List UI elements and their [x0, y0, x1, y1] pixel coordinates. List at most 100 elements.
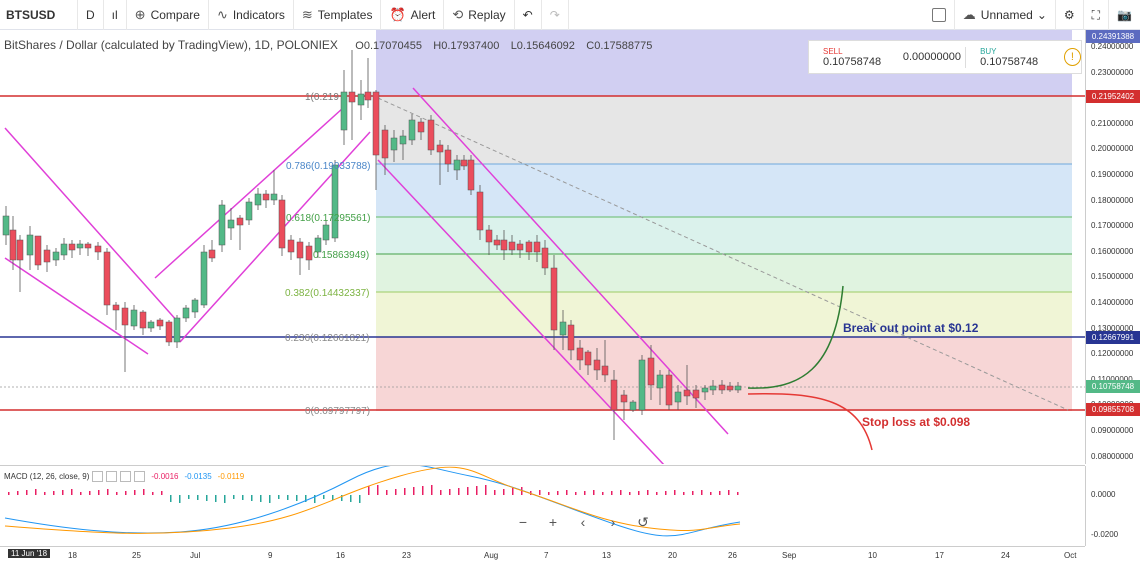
- stoploss-arrow-curve[interactable]: [747, 392, 873, 451]
- macd-axis-label: -0.0200: [1091, 530, 1119, 539]
- redo-button[interactable]: ↷: [542, 0, 569, 30]
- chart-type-button[interactable]: ıl: [104, 0, 127, 30]
- zoom-in-icon[interactable]: +: [548, 514, 558, 530]
- macd-pane[interactable]: [0, 463, 1085, 547]
- candle-body: [26, 234, 34, 256]
- alert-button[interactable]: ⏰ Alert: [381, 0, 445, 30]
- macd-histogram-bar: [431, 485, 433, 495]
- macd-histogram-bar: [332, 495, 334, 500]
- candle-body: [287, 239, 295, 253]
- macd-histogram-bar: [305, 495, 307, 502]
- candle-body: [305, 245, 313, 261]
- templates-button[interactable]: ≋ Templates: [294, 0, 382, 30]
- macd-histogram-bar: [125, 491, 127, 495]
- time-axis-label: 7: [544, 551, 549, 560]
- snapshot-button[interactable]: 📷: [1109, 0, 1140, 30]
- candle-body: [436, 144, 444, 153]
- macd-histogram-bar: [503, 489, 505, 495]
- symbol-search[interactable]: BTSUSD: [0, 0, 78, 30]
- indicator-wave-icon: ∿: [216, 6, 228, 22]
- macd-histogram-bar: [233, 495, 235, 499]
- buy-button[interactable]: BUY 0.10758748: [965, 46, 1056, 68]
- info-warning-icon[interactable]: !: [1063, 48, 1081, 66]
- price-axis-label: 0.14000000: [1091, 298, 1134, 307]
- macd-histogram-bar: [638, 491, 640, 495]
- price-axis-label: 0.17000000: [1091, 221, 1134, 231]
- scroll-right-icon[interactable]: ›: [610, 514, 616, 530]
- macd-close-icon[interactable]: [120, 471, 132, 482]
- macd-histogram-bar: [206, 495, 208, 501]
- candle-body: [254, 193, 262, 206]
- interval-button[interactable]: D: [78, 0, 104, 30]
- macd-more-icon[interactable]: [134, 471, 146, 482]
- fib-label-0382: 0.382(0.14432337): [285, 288, 370, 299]
- macd-histogram-bar: [188, 495, 190, 499]
- sell-button[interactable]: SELL 0.10758748: [809, 47, 899, 68]
- candle-body: [156, 319, 164, 327]
- undo-button[interactable]: ↶: [515, 0, 542, 30]
- time-axis[interactable]: 11 Jun '18 18 25 Jul 9 16 23 Aug 7 13 20 26 Sep 10 17 2…: [0, 546, 1085, 565]
- candle-body: [399, 135, 407, 145]
- redo-icon: ↷: [549, 7, 560, 22]
- candle-body: [576, 347, 584, 361]
- main-chart[interactable]: 1(0.219 0.786(0.19033788) 0.618(0.172955…: [0, 30, 1085, 464]
- candle-body: [296, 241, 304, 259]
- compare-button[interactable]: ⊕ Compare: [127, 0, 209, 30]
- macd-histogram-bar: [368, 486, 370, 495]
- layout-button[interactable]: ☁ Unnamed ⌄: [953, 0, 1056, 30]
- candle-body: [121, 307, 129, 326]
- macd-histogram-bar: [701, 490, 703, 495]
- fib-zone-5: [376, 292, 1072, 337]
- price-axis-label: 0.15000000: [1091, 272, 1134, 282]
- macd-histogram-bar: [593, 490, 595, 495]
- macd-histogram-bar: [116, 492, 118, 495]
- fib-label-05: 0.15863949): [313, 250, 369, 261]
- fib-label-0: 0(0.09797797): [305, 406, 370, 417]
- candle-body: [103, 251, 111, 306]
- candle-body: [364, 91, 372, 101]
- fullscreen-button[interactable]: ⛶: [1084, 0, 1110, 30]
- scroll-left-icon[interactable]: ‹: [580, 514, 586, 530]
- macd-eye-icon[interactable]: [92, 471, 104, 482]
- candle-body: [516, 243, 524, 251]
- price-axis[interactable]: 0.240000000.230000000.220000000.21000000…: [1085, 30, 1140, 464]
- macd-histogram-bar: [143, 489, 145, 495]
- candle-body: [593, 359, 601, 371]
- macd-histogram-bar: [359, 495, 361, 503]
- settings-button[interactable]: ⚙: [1056, 0, 1084, 30]
- breakout-arrow-curve[interactable]: [747, 285, 844, 389]
- time-axis-label: 16: [336, 551, 345, 560]
- time-axis-label: Sep: [782, 551, 797, 560]
- macd-histogram-bar: [134, 490, 136, 495]
- cloud-icon: ☁: [962, 7, 976, 22]
- macd-hist-value: -0.0016: [151, 472, 179, 481]
- spread-value: 0.00000000: [902, 51, 961, 63]
- candle-body: [467, 159, 475, 191]
- breakout-annotation[interactable]: Break out point at $0.12: [843, 321, 979, 335]
- reset-icon[interactable]: ↺: [637, 514, 649, 530]
- replay-button[interactable]: ⟲ Replay: [444, 0, 515, 30]
- macd-histogram-bar: [197, 495, 199, 500]
- macd-signal-value: -0.0119: [217, 472, 245, 481]
- macd-histogram-bar: [494, 490, 496, 495]
- candle-body: [16, 239, 24, 261]
- macd-settings-icon[interactable]: [106, 471, 118, 482]
- price-tag-resistance: 0.21952402: [1086, 90, 1140, 103]
- macd-histogram-bar: [512, 488, 514, 495]
- channel-lines[interactable]: [4, 87, 729, 464]
- macd-axis: 0.0000 -0.0200: [1085, 466, 1140, 546]
- candle-body: [417, 121, 425, 133]
- candle-body: [726, 385, 734, 391]
- price-tag-breakout: 0.12667991: [1086, 331, 1140, 344]
- zoom-out-icon[interactable]: −: [518, 514, 528, 530]
- time-axis-label: 10: [868, 551, 877, 560]
- candle-body: [9, 229, 17, 261]
- macd-histogram-bar: [296, 495, 298, 501]
- chart-nav-buttons: − + ‹ › ↺: [514, 514, 652, 531]
- indicators-button[interactable]: ∿ Indicators: [209, 0, 294, 30]
- candle-body: [683, 389, 691, 397]
- stoploss-annotation[interactable]: Stop loss at $0.098: [862, 415, 970, 429]
- dashed-trend-line[interactable]: [377, 97, 1069, 411]
- fullscreen-checkbox[interactable]: [931, 8, 946, 22]
- macd-histogram-bar: [71, 489, 73, 495]
